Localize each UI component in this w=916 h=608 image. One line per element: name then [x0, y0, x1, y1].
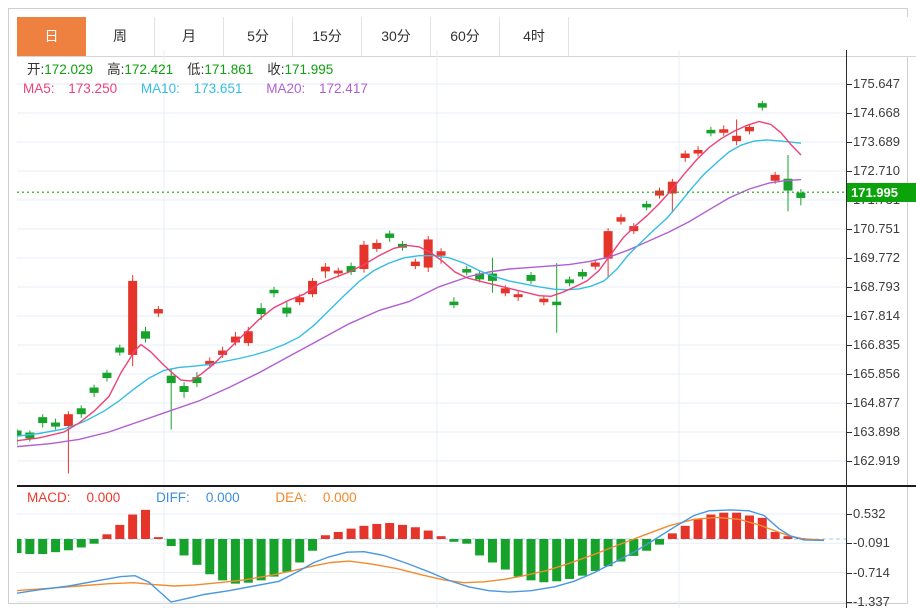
- price-tick-label: 174.668: [853, 105, 900, 120]
- price-tick-label: 173.689: [853, 134, 900, 149]
- interval-tab-bar: 日周月 5分 15分 30分 60分 4时: [17, 17, 916, 57]
- tab-day[interactable]: 日: [17, 17, 86, 56]
- low-value: 171.861: [204, 62, 254, 77]
- high-label: 高:: [107, 62, 125, 77]
- macd-tick-mark: [847, 572, 852, 574]
- price-axis-line: [846, 50, 847, 608]
- macd-legend: MACD: 0.000: [27, 490, 121, 505]
- price-tick-mark: [847, 84, 852, 85]
- price-tick-label: 164.877: [853, 395, 900, 411]
- price-tick-label: 168.793: [853, 279, 900, 295]
- ma5-legend: MA5: 173.250: [23, 81, 118, 96]
- quote-row: 开:172.029 高:172.421 低:171.861 收:171.995: [27, 58, 347, 78]
- tab-15min[interactable]: 15分: [293, 17, 362, 56]
- ma10-legend: MA10: 173.651: [140, 81, 243, 96]
- tab-week[interactable]: 周: [86, 17, 155, 56]
- price-tick-mark: [847, 258, 852, 260]
- macd-tick-mark: [847, 601, 852, 603]
- tab-month[interactable]: 月: [155, 17, 224, 56]
- price-tick-label: 166.835: [853, 337, 900, 353]
- macd-tick-label: 0.532: [853, 505, 886, 521]
- open-value: 172.029: [44, 62, 94, 77]
- price-tick-label: 170.751: [853, 221, 900, 237]
- price-tick-label: 163.898: [853, 424, 900, 440]
- price-tick-mark: [847, 432, 852, 434]
- low-label: 低:: [187, 62, 205, 77]
- high-value: 172.421: [124, 62, 174, 77]
- macd-tick-label: -1.337: [853, 593, 890, 608]
- panel-divider: [17, 485, 916, 487]
- tab-4hour[interactable]: 4时: [500, 17, 569, 56]
- close-label: 收:: [267, 62, 285, 77]
- macd-legend-row: MACD: 0.000 DIFF: 0.000 DEA: 0.000: [27, 490, 389, 505]
- price-tick-label: 169.772: [853, 250, 900, 266]
- price-tick-mark: [847, 171, 852, 172]
- price-tick-mark: [847, 403, 852, 405]
- macd-tick-label: -0.714: [853, 564, 890, 580]
- price-tick-mark: [847, 229, 852, 231]
- macd-tick-label: -0.091: [853, 535, 890, 551]
- price-tick-label: 172.710: [853, 163, 900, 178]
- price-tick-mark: [847, 113, 852, 114]
- price-tick-mark: [847, 345, 852, 347]
- tab-30min[interactable]: 30分: [362, 17, 431, 56]
- dea-legend: DEA: 0.000: [275, 490, 357, 505]
- tab-60min[interactable]: 60分: [431, 17, 500, 56]
- price-tick-label: 175.647: [853, 76, 900, 91]
- price-tick-mark: [847, 142, 852, 143]
- ma20-legend: MA20: 172.417: [266, 81, 368, 96]
- close-value: 171.995: [284, 62, 334, 77]
- ma-legend-row: MA5: 173.250 MA10: 173.651 MA20: 172.417: [23, 81, 388, 96]
- macd-tick-mark: [847, 543, 852, 545]
- price-tick-label: 167.814: [853, 308, 900, 324]
- diff-legend: DIFF: 0.000: [156, 490, 240, 505]
- price-tick-mark: [847, 316, 852, 318]
- open-label: 开:: [27, 62, 45, 77]
- current-price-badge: 171.995: [847, 183, 916, 202]
- price-tick-mark: [847, 287, 852, 289]
- macd-chart[interactable]: [17, 487, 847, 608]
- price-tick-mark: [847, 374, 852, 376]
- candlestick-chart[interactable]: [17, 50, 847, 487]
- price-tick-mark: [847, 461, 852, 463]
- price-tick-label: 162.919: [853, 453, 900, 469]
- chart-widget-frame: 日周月 5分 15分 30分 60分 4时 开:172.029 高:172.421 低:171…: [8, 8, 916, 608]
- price-tick-label: 165.856: [853, 366, 900, 382]
- macd-tick-mark: [847, 513, 852, 515]
- tab-5min[interactable]: 5分: [224, 17, 293, 56]
